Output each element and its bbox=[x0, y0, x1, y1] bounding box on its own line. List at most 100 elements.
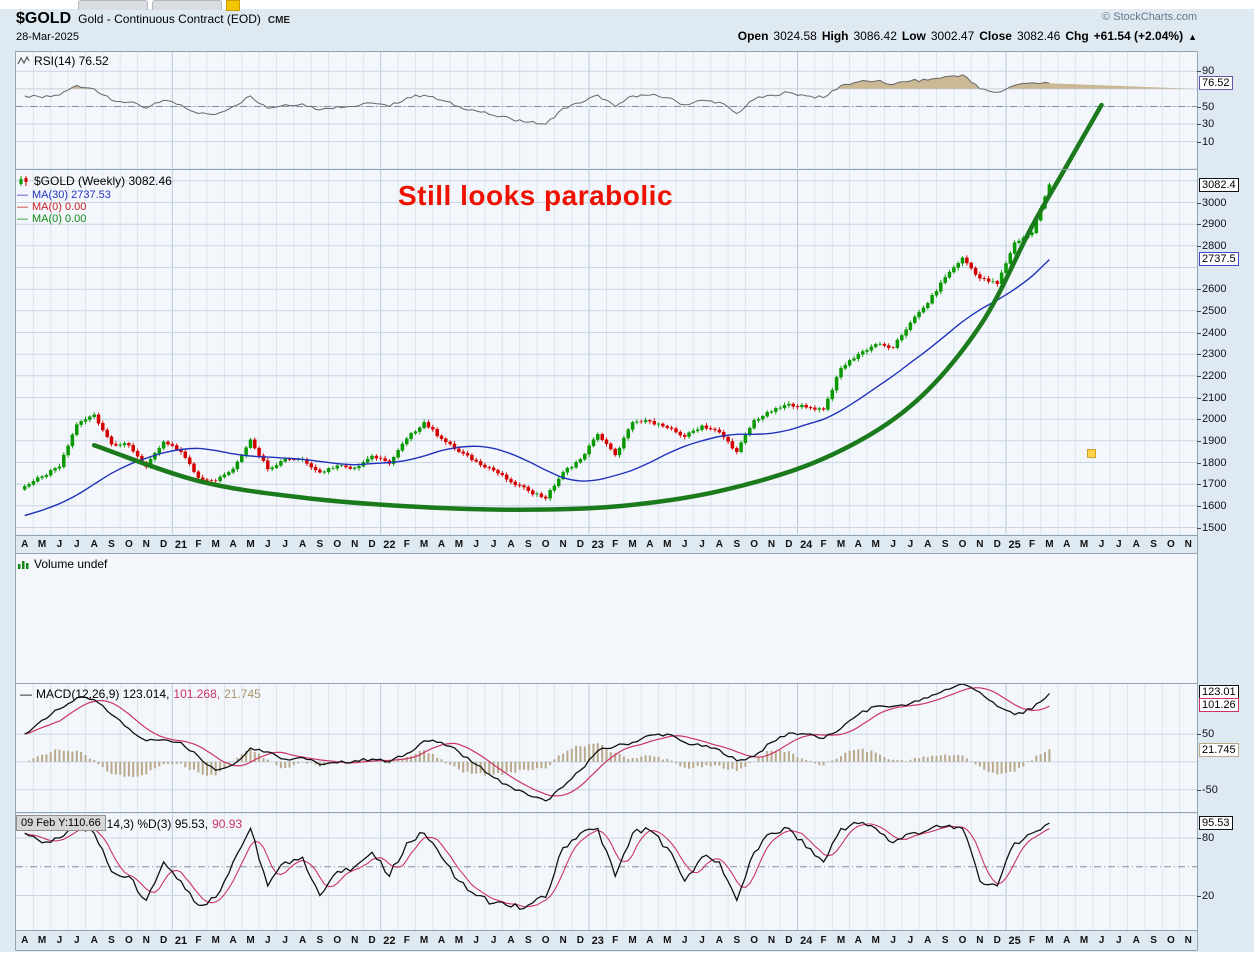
volume-panel-bg bbox=[16, 554, 1197, 683]
ma0-green-legend: — MA(0) 0.00 bbox=[17, 213, 86, 225]
y-axis-label: 3000 bbox=[1196, 196, 1227, 209]
x-axis-label: A bbox=[21, 539, 29, 550]
x-axis-label: A bbox=[298, 935, 307, 946]
x-axis-label: D bbox=[785, 935, 793, 946]
x-axis-label: S bbox=[941, 935, 949, 946]
x-axis-label: J bbox=[681, 935, 688, 946]
x-axis-label: M bbox=[1079, 539, 1089, 550]
chg-up-arrow-icon: ▲ bbox=[1188, 32, 1197, 42]
x-axis-label: A bbox=[507, 539, 515, 550]
y-axis-label: 2100 bbox=[1196, 391, 1227, 404]
x-axis-label: A bbox=[437, 539, 446, 550]
x-axis-label: J bbox=[1098, 539, 1105, 550]
rsi-indicator-icon bbox=[17, 55, 30, 67]
x-axis-label: J bbox=[265, 935, 271, 946]
low-label: Low bbox=[901, 29, 926, 43]
x-axis-label: N bbox=[767, 539, 776, 550]
x-axis-label: S bbox=[733, 539, 741, 550]
x-axis-label: J bbox=[1116, 935, 1122, 946]
rsi-overbought-fill bbox=[16, 74, 1197, 89]
x-axis-label: M bbox=[454, 539, 464, 550]
x-axis-label: 24 bbox=[800, 539, 813, 551]
y-axis-label: 50 bbox=[1196, 728, 1215, 741]
ma0-green-line-swatch: — bbox=[17, 213, 28, 225]
x-axis-label: M bbox=[628, 539, 637, 550]
x-axis-label: S bbox=[108, 935, 115, 946]
x-axis-label: M bbox=[1045, 539, 1054, 550]
x-axis-label: F bbox=[820, 539, 827, 550]
chg-label: Chg bbox=[1065, 29, 1089, 43]
x-axis-label: 24 bbox=[800, 935, 813, 947]
y-axis-label: 2600 bbox=[1196, 283, 1227, 296]
x-axis-label: J bbox=[907, 935, 914, 946]
x-axis-label: A bbox=[715, 935, 724, 946]
chg-value: +61.54 (+2.04%) bbox=[1093, 29, 1184, 43]
x-axis-label: N bbox=[1184, 539, 1192, 550]
x-axis-label: A bbox=[854, 935, 862, 946]
x-axis-label: J bbox=[473, 935, 479, 946]
x-axis-label: O bbox=[333, 539, 342, 550]
x-axis-label: J bbox=[265, 539, 271, 550]
parabolic-annotation-text[interactable]: Still looks parabolic bbox=[398, 180, 674, 211]
x-axis-label: N bbox=[351, 539, 359, 550]
ohlc-quote-bar: Open 3024.58 High 3086.42 Low 3002.47 Cl… bbox=[738, 29, 1197, 43]
parabolic-trend-curve bbox=[91, 102, 1104, 512]
x-axis-label: O bbox=[1167, 539, 1175, 550]
x-axis-label: N bbox=[976, 539, 984, 550]
x-axis-label: M bbox=[836, 935, 846, 946]
x-axis-label: M bbox=[454, 935, 464, 946]
y-axis-label: 2400 bbox=[1196, 326, 1227, 339]
x-axis-label: A bbox=[1132, 539, 1140, 550]
x-axis-label: A bbox=[924, 935, 932, 946]
y-axis-label: 2500 bbox=[1196, 304, 1227, 317]
x-axis-label: A bbox=[924, 539, 932, 550]
y-axis-label: 10 bbox=[1196, 135, 1215, 148]
open-label: Open bbox=[737, 29, 769, 43]
y-axis-label: 2800 bbox=[1196, 239, 1227, 252]
value-box: 95.53 bbox=[1199, 816, 1233, 831]
x-axis-label: F bbox=[612, 935, 619, 946]
x-axis-label: M bbox=[871, 935, 880, 946]
x-axis-label: J bbox=[699, 539, 705, 550]
browser-tab-yellow-chip[interactable] bbox=[226, 0, 240, 11]
chart-date: 28-Mar-2025 bbox=[16, 31, 79, 43]
x-axis-label: 23 bbox=[591, 935, 604, 947]
close-value: 3082.46 bbox=[1016, 29, 1061, 43]
macd-legend-text: MACD(12,26,9) 123.014, bbox=[36, 687, 170, 701]
x-axis-label: M bbox=[628, 935, 637, 946]
macd-legend: — MACD(12,26,9) 123.014, 101.268, 21.745 bbox=[20, 687, 261, 701]
annotation-drag-handle[interactable] bbox=[1087, 449, 1096, 458]
ma30-line bbox=[24, 258, 1050, 517]
x-axis-label: A bbox=[1132, 935, 1140, 946]
candlestick-icon bbox=[17, 175, 30, 187]
x-axis-label: S bbox=[316, 935, 324, 946]
y-axis-label: 2300 bbox=[1196, 348, 1227, 361]
x-axis-label: N bbox=[1184, 935, 1192, 946]
x-axis-label: D bbox=[576, 935, 585, 946]
close-label: Close bbox=[979, 29, 1012, 43]
y-axis-label: 1800 bbox=[1196, 456, 1227, 469]
x-axis-label: F bbox=[403, 539, 410, 550]
x-axis-label: 23 bbox=[591, 539, 604, 551]
x-axis-label: J bbox=[282, 935, 288, 946]
x-axis-label: M bbox=[211, 935, 220, 946]
browser-tab-stub[interactable] bbox=[152, 0, 222, 10]
macd-hist-value: 21.745 bbox=[224, 687, 261, 701]
x-axis-label: D bbox=[993, 935, 1001, 946]
x-axis-label: N bbox=[559, 935, 567, 946]
y-axis-label: 80 bbox=[1196, 832, 1215, 844]
x-axis-label: A bbox=[298, 539, 307, 550]
x-axis-label: S bbox=[524, 539, 532, 550]
x-axis-label: S bbox=[733, 935, 741, 946]
x-axis-label: M bbox=[1045, 935, 1054, 946]
rsi-legend: RSI(14) 76.52 bbox=[17, 54, 109, 68]
x-axis-label: D bbox=[368, 539, 376, 550]
ma30-legend: — MA(30) 2737.53 bbox=[17, 189, 111, 201]
stoch-d-line bbox=[24, 823, 1050, 908]
x-axis-label: M bbox=[663, 539, 672, 550]
browser-tab-stub[interactable] bbox=[78, 0, 148, 10]
stoch-k-line bbox=[24, 821, 1050, 911]
price-legend: $GOLD (Weekly) 3082.46 bbox=[17, 174, 172, 188]
x-axis-label: F bbox=[1028, 539, 1036, 550]
